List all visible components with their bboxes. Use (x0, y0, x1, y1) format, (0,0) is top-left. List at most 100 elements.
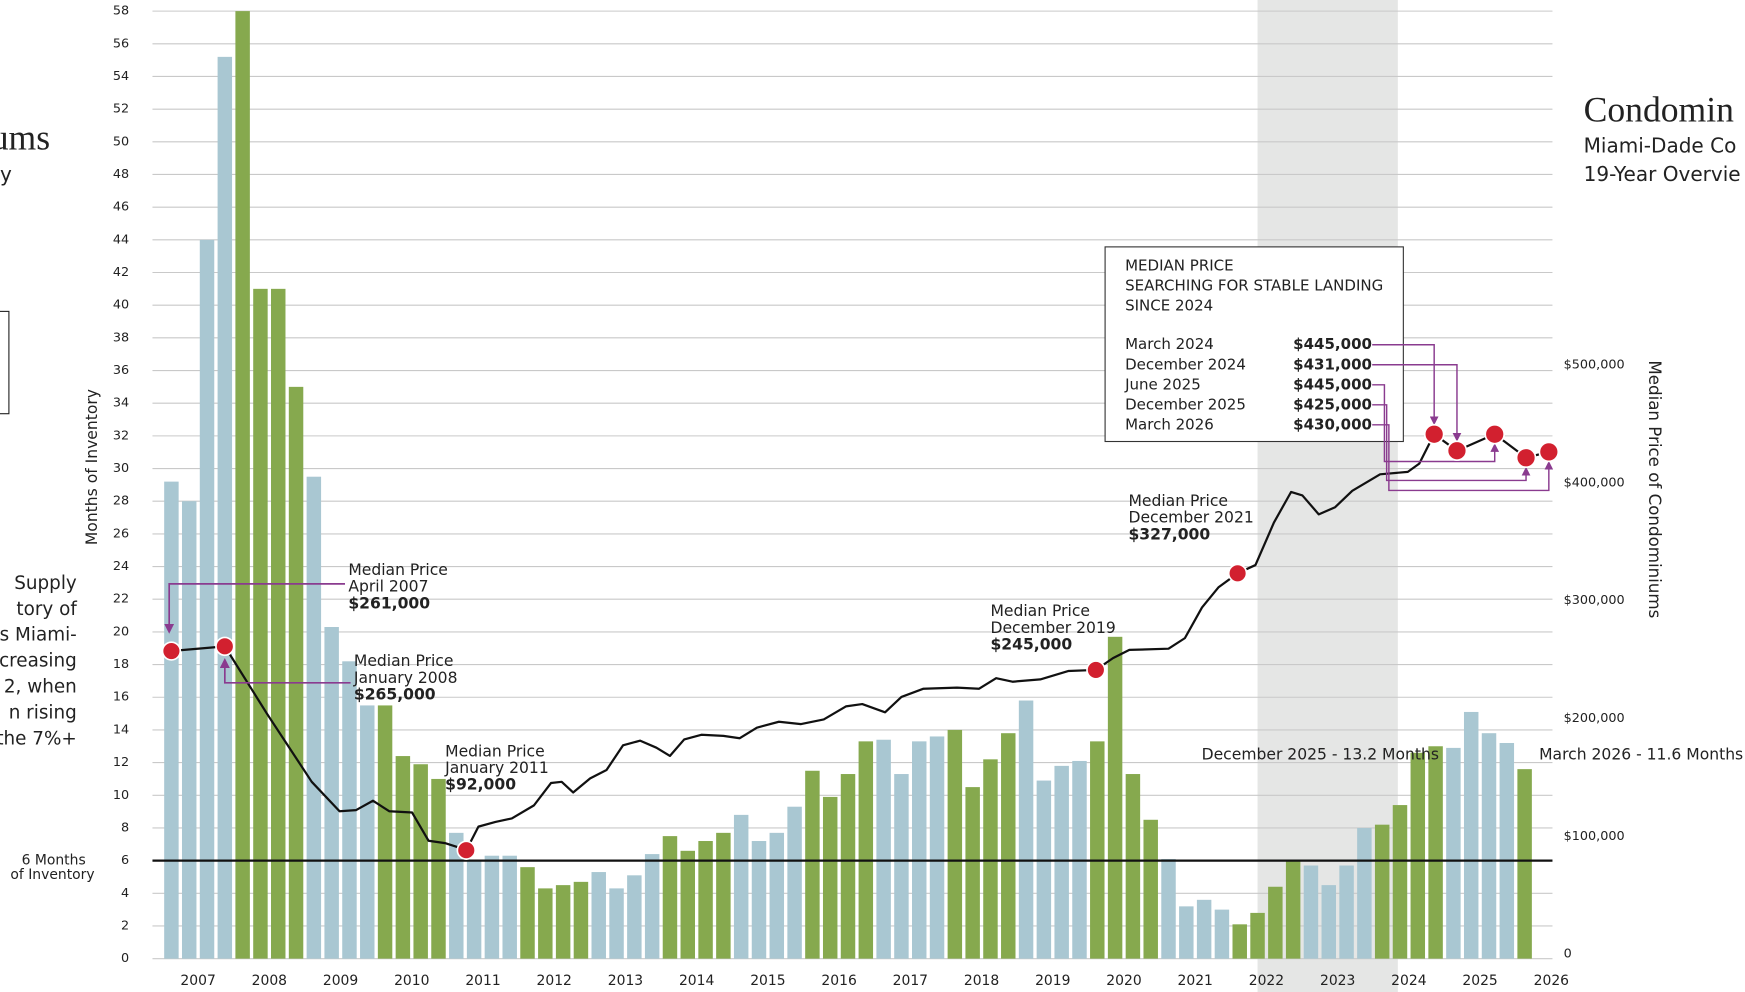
bar (769, 832, 785, 959)
annotation-text: January 2011 (444, 759, 549, 777)
bar (1107, 636, 1123, 959)
annotation-text: Median Price (445, 742, 545, 760)
y-tick-label: 12 (113, 755, 129, 770)
annotation-value: $92,000 (445, 776, 516, 794)
panel-paragraph: 2, when (4, 677, 77, 698)
panel-paragraph: Supply (14, 573, 77, 594)
x-tick-label: 2026 (1534, 973, 1569, 989)
bar (1143, 819, 1158, 959)
panel-paragraph: s Miami- (0, 625, 77, 646)
reference-label: of Inventory (10, 867, 94, 883)
bar (1339, 865, 1354, 959)
price-dot (161, 641, 182, 661)
bar (199, 239, 215, 959)
bar (929, 736, 945, 959)
x-tick-label: 2012 (537, 973, 572, 989)
bar (591, 872, 606, 959)
bar (609, 888, 624, 959)
bar (1036, 780, 1052, 959)
bar (947, 729, 963, 959)
bar (1392, 805, 1408, 959)
x-tick-label: 2021 (1178, 973, 1213, 989)
panel-subtitle: 19-Year Overvie (1584, 162, 1741, 186)
box-connector (1372, 384, 1500, 463)
bar (1428, 746, 1443, 959)
bar (1321, 885, 1336, 959)
bar (502, 855, 517, 959)
bar (1250, 912, 1265, 959)
bar (858, 741, 874, 959)
bar (1303, 865, 1319, 959)
y-tick-label: 28 (113, 494, 129, 509)
y-tick-label: 52 (113, 102, 129, 117)
bar (894, 774, 909, 959)
bar (912, 741, 927, 959)
y-tick-label: 42 (113, 265, 129, 280)
price-dot (1515, 447, 1537, 469)
bar (1268, 886, 1283, 959)
box-date: December 2024 (1125, 355, 1246, 373)
y2-tick-label: $400,000 (1564, 475, 1625, 490)
annotation-text: Median Price (1128, 492, 1228, 510)
panel-frame (0, 310, 10, 415)
x-tick-label: 2010 (394, 973, 429, 989)
bar (822, 796, 838, 959)
bar-annotation: December 2025 - 13.2 Months (1202, 746, 1439, 764)
y-tick-label: 50 (113, 134, 129, 149)
x-tick-label: 2011 (465, 973, 500, 989)
panel-subtitle: Miami-Dade Co (1584, 133, 1737, 157)
bar (1125, 774, 1141, 959)
y-tick-label: 54 (113, 69, 129, 84)
x-tick-label: 2022 (1249, 973, 1284, 989)
bar (164, 481, 179, 959)
y-tick-label: 38 (113, 330, 129, 345)
annotation-text: Median Price (348, 561, 448, 579)
box-connector (1372, 424, 1554, 492)
bar (449, 832, 464, 959)
bar (1357, 827, 1372, 959)
y-tick-label: 0 (121, 951, 129, 966)
box-value: $425,000 (1293, 395, 1372, 413)
box-connector (1372, 344, 1439, 426)
bar (1410, 752, 1426, 959)
box-value: $445,000 (1293, 375, 1372, 393)
y-tick-label: 36 (113, 363, 129, 378)
bar (644, 854, 660, 959)
bar (217, 56, 233, 959)
y-tick-label: 16 (113, 690, 129, 705)
panel-paragraph: n rising (9, 702, 77, 723)
bar (288, 386, 304, 959)
annotation-value: $327,000 (1128, 525, 1210, 543)
y-tick-label: 2 (121, 918, 129, 933)
y2-tick-label: 0 (1564, 947, 1572, 962)
x-tick-label: 2023 (1320, 973, 1355, 989)
box-connector (1372, 364, 1462, 442)
box-date: June 2025 (1124, 375, 1201, 393)
y-tick-label: 44 (113, 232, 129, 247)
box-value: $431,000 (1293, 355, 1372, 373)
bar (1214, 909, 1230, 959)
bar (306, 476, 322, 959)
bar (1446, 747, 1461, 959)
bar (1232, 924, 1247, 959)
bar (716, 832, 731, 959)
box-connector (1372, 404, 1531, 482)
y-tick-label: 20 (113, 624, 129, 639)
bar (484, 855, 500, 959)
annotation-text: Median Price (990, 602, 1090, 620)
highlight-span (1257, 0, 1398, 992)
box-date: March 2026 (1125, 415, 1214, 433)
annotation-arrow (219, 658, 351, 684)
y-tick-label: 56 (113, 36, 129, 51)
box-title: SEARCHING FOR STABLE LANDING (1125, 276, 1383, 294)
bar (520, 867, 535, 959)
price-dot (215, 636, 235, 657)
bar (805, 770, 820, 959)
bar (555, 885, 571, 959)
x-tick-label: 2009 (323, 973, 358, 989)
bar (1196, 899, 1212, 959)
y-tick-label: 32 (113, 428, 129, 443)
y-tick-label: 24 (113, 559, 129, 574)
x-tick-label: 2024 (1391, 973, 1427, 989)
